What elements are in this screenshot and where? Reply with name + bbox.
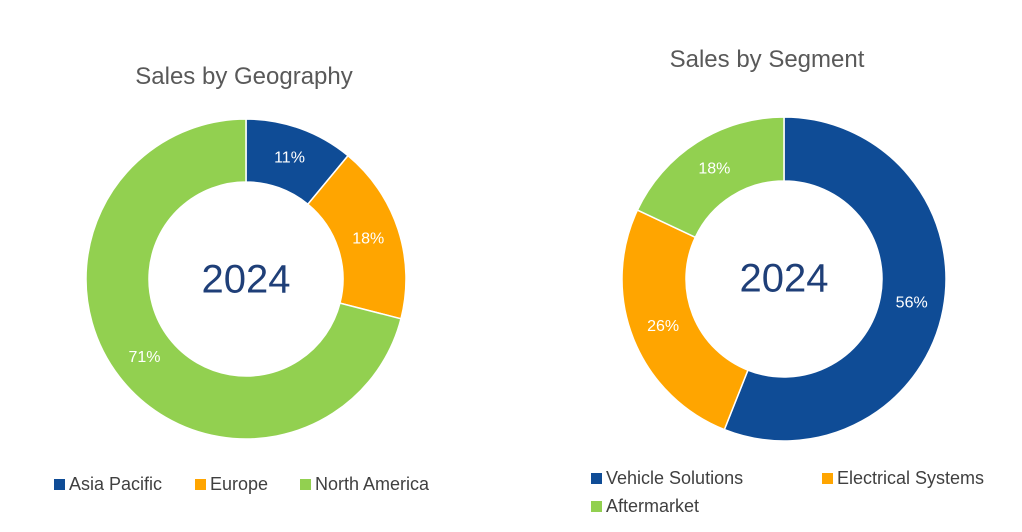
geography-legend: Asia Pacific Europe North America	[54, 474, 430, 494]
donut-slice-aftermarket	[636, 116, 785, 239]
slice-data-label: 26%	[647, 318, 679, 335]
legend-swatch	[195, 479, 206, 490]
legend-label: Europe	[210, 474, 268, 494]
slice-data-label: 56%	[896, 295, 928, 312]
segment-legend: Vehicle Solutions Electrical Systems After…	[591, 468, 984, 516]
donut-slice-electrical-systems	[621, 209, 749, 431]
geography-center-label: 2024	[202, 258, 291, 302]
legend-label: Asia Pacific	[69, 474, 162, 494]
segment-center-label: 2024	[740, 257, 829, 301]
slice-data-label: 71%	[128, 349, 160, 366]
legend-swatch	[54, 479, 65, 490]
segment-chart: Sales by Segment 56% 26% 18% 2024 Vehicle …	[591, 46, 984, 516]
legend-swatch	[822, 473, 833, 484]
donut-slice-north-america	[85, 118, 402, 440]
legend-label: North America	[315, 474, 430, 494]
segment-chart-title: Sales by Segment	[670, 46, 865, 73]
slice-data-label: 18%	[352, 231, 384, 248]
legend-label: Electrical Systems	[837, 468, 984, 488]
geography-chart: Sales by Geography 11% 18% 71% 2024 Asia P…	[54, 63, 430, 494]
geography-donut: 11% 18% 71%	[85, 118, 407, 440]
slice-data-label: 18%	[698, 160, 730, 177]
geography-chart-title: Sales by Geography	[135, 63, 352, 90]
legend-swatch	[300, 479, 311, 490]
legend-swatch	[591, 501, 602, 512]
legend-swatch	[591, 473, 602, 484]
slice-data-label: 11%	[274, 149, 305, 166]
legend-label: Vehicle Solutions	[606, 468, 743, 488]
segment-donut: 56% 26% 18%	[621, 116, 947, 442]
donut-slice-vehicle-solutions	[723, 116, 947, 442]
legend-label: Aftermarket	[606, 496, 699, 516]
